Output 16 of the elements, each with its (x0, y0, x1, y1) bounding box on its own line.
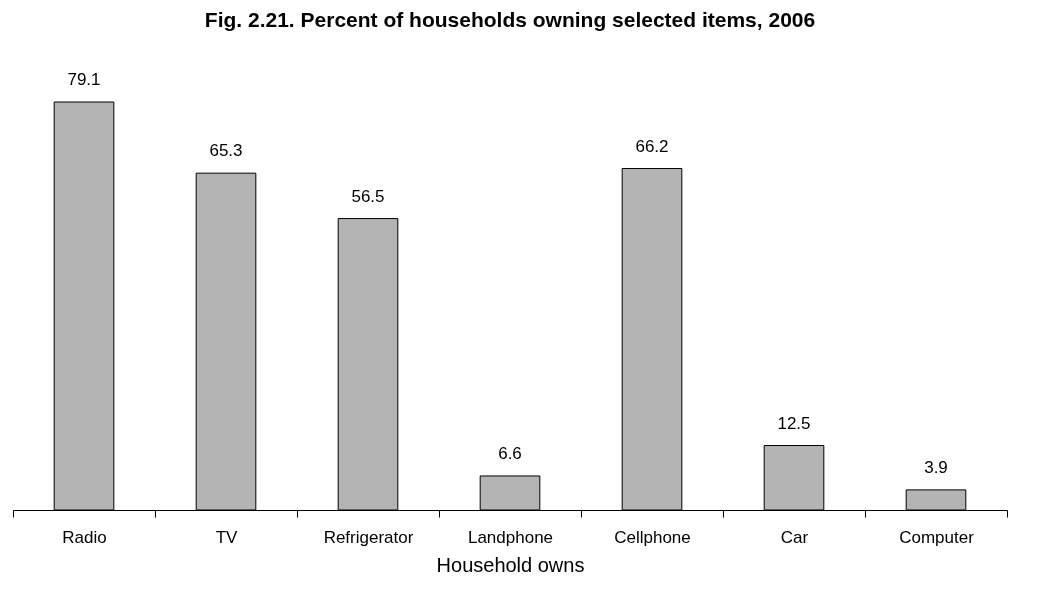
data-label: 6.6 (498, 443, 522, 463)
x-tick-label: Car (780, 527, 809, 547)
data-label: 79.1 (67, 70, 101, 89)
x-tick-label: Landphone (467, 527, 554, 547)
x-tick-label: Refrigerator (323, 527, 414, 547)
x-tick-label: Radio (62, 527, 107, 547)
x-axis-title: Household owns (436, 553, 585, 576)
data-label: 65.3 (209, 141, 243, 161)
data-label: 3.9 (924, 457, 948, 477)
data-label: 66.2 (635, 136, 669, 156)
data-label: 12.5 (777, 413, 811, 433)
x-tick-label: Cellphone (614, 527, 691, 547)
data-label: 56.5 (351, 186, 385, 206)
x-tick-label: TV (215, 527, 239, 547)
x-tick-label: Computer (899, 527, 975, 547)
chart-title: Fig. 2.21. Percent of households owning selected items, 2006 (204, 8, 816, 31)
